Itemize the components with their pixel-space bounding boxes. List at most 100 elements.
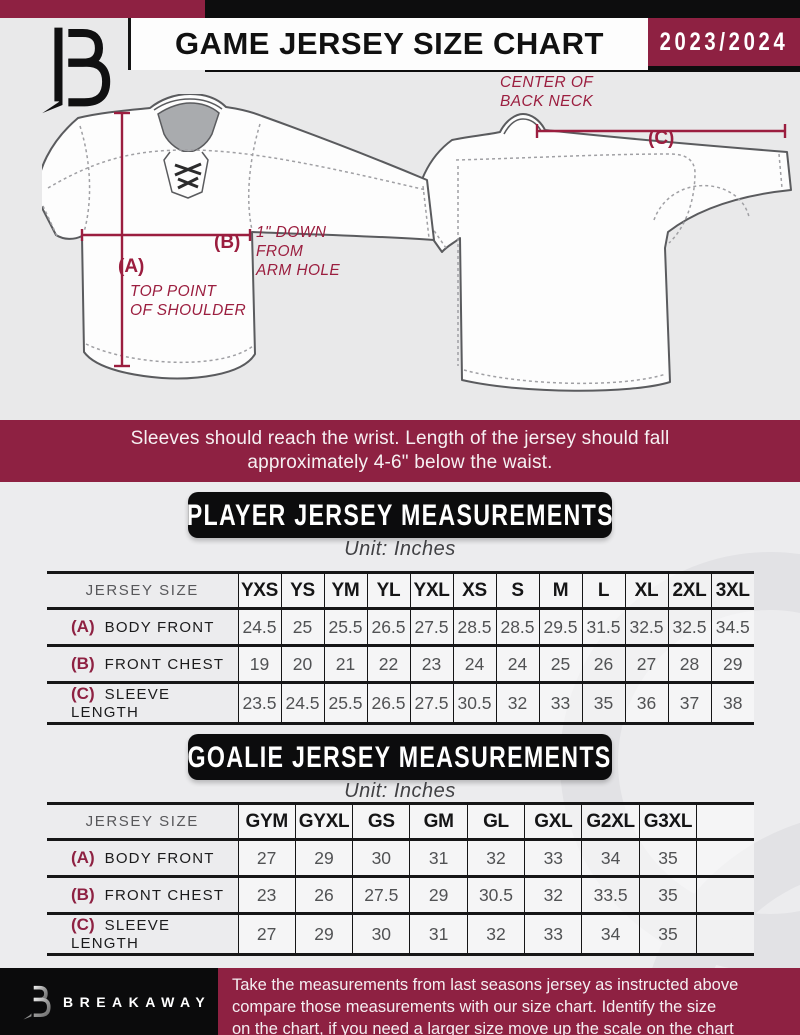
measurement-cell: 34 xyxy=(581,839,640,877)
measurement-cell: 30.5 xyxy=(452,682,496,724)
goalie-section-title: GOALIE JERSEY MEASUREMENTS xyxy=(187,739,613,773)
measurement-cell: 36 xyxy=(624,682,668,724)
size-col-header: GXL xyxy=(524,803,582,840)
footer-brand-name: BREAKAWAY xyxy=(63,993,212,1010)
top-point-shoulder-note: TOP POINT OF SHOULDER xyxy=(130,283,247,319)
measurement-cell: 31.5 xyxy=(581,608,625,646)
measurement-cell: 19 xyxy=(237,645,281,683)
measurement-cell: 29 xyxy=(710,645,754,683)
measurement-cell: 27.5 xyxy=(352,876,410,914)
size-col-header: G3XL xyxy=(638,803,697,840)
arm-hole-note: 1" DOWN FROM ARM HOLE xyxy=(256,224,341,279)
measurement-cell xyxy=(696,876,754,914)
measurement-cell: 20 xyxy=(280,645,324,683)
measurement-cell: 35 xyxy=(581,682,625,724)
measurement-cell: 23 xyxy=(409,645,453,683)
measurement-cell: 35 xyxy=(638,839,697,877)
measurement-cell: 27 xyxy=(237,913,296,955)
measurement-cell: 29 xyxy=(294,839,353,877)
player-section-banner: PLAYER JERSEY MEASUREMENTS xyxy=(186,492,612,538)
measurement-cell: 23 xyxy=(237,876,296,914)
footer-brand-block: BREAKAWAY xyxy=(0,968,218,1035)
header-maroon-strip xyxy=(0,0,205,18)
measurement-cell: 31 xyxy=(409,839,468,877)
measure-line-b xyxy=(80,229,252,241)
measurement-cell: 35 xyxy=(638,876,697,914)
row-key: (C) xyxy=(71,684,95,703)
footer-line-2: compare those measurements with our size… xyxy=(232,997,717,1016)
row-name: SLEEVE LENGTH xyxy=(71,917,171,952)
row-key: (B) xyxy=(71,654,95,673)
measurement-cell: 22 xyxy=(366,645,410,683)
row-label: (C) SLEEVE LENGTH xyxy=(47,914,238,955)
size-col-header: YXS xyxy=(237,572,281,609)
size-col-header: G2XL xyxy=(581,803,640,840)
measurement-cell: 25 xyxy=(280,608,324,646)
measure-line-c xyxy=(535,124,787,138)
measurement-cell: 30.5 xyxy=(466,876,525,914)
measurement-cell: 32 xyxy=(495,682,539,724)
measurement-row: (B) FRONT CHEST 23 26 27.5 29 30.5 32 33.5 35 xyxy=(47,876,754,914)
fit-notice-banner: Sleeves should reach the wrist. Length o… xyxy=(0,420,800,482)
row-name: BODY FRONT xyxy=(104,619,215,636)
measurement-row: (A) BODY FRONT 24.5 25 25.5 26.5 27.5 28.5 28.5 2… xyxy=(47,608,754,646)
row-key: (A) xyxy=(71,617,95,636)
measurement-cell: 28 xyxy=(667,645,711,683)
measurement-cell: 29.5 xyxy=(538,608,582,646)
footer-instructions: Take the measurements from last seasons … xyxy=(218,968,800,1035)
measurement-row: (B) FRONT CHEST 19 20 21 22 23 24 24 25 26 27 28 29 xyxy=(47,645,754,683)
breakaway-logo-icon xyxy=(42,27,111,114)
measurement-cell: 21 xyxy=(323,645,367,683)
size-col-header: L xyxy=(581,572,625,609)
row-name: SLEEVE LENGTH xyxy=(71,686,171,721)
measurement-cell xyxy=(696,913,754,955)
size-col-header: GYM xyxy=(237,803,296,840)
measurement-cell: 28.5 xyxy=(452,608,496,646)
measurement-cell: 25.5 xyxy=(323,608,367,646)
measurement-cell: 29 xyxy=(294,913,353,955)
footer-line-1: Take the measurements from last seasons … xyxy=(232,976,739,994)
goalie-unit-label: Unit: Inches xyxy=(344,780,456,802)
page-title-box: GAME JERSEY SIZE CHART xyxy=(128,18,648,70)
measurement-row: (C) SLEEVE LENGTH 27 29 30 31 32 33 34 35 xyxy=(47,913,754,955)
measurement-cell: 24.5 xyxy=(237,608,281,646)
goalie-section-banner: GOALIE JERSEY MEASUREMENTS xyxy=(188,734,612,780)
measurement-cell: 32.5 xyxy=(624,608,668,646)
measurement-cell: 27 xyxy=(624,645,668,683)
measurement-cell: 26 xyxy=(294,876,353,914)
row-label: (C) SLEEVE LENGTH xyxy=(47,683,238,724)
page-title: GAME JERSEY SIZE CHART xyxy=(174,26,604,61)
size-col-header: YS xyxy=(280,572,324,609)
notice-line-1: Sleeves should reach the wrist. Length o… xyxy=(130,428,670,449)
row-label: (A) BODY FRONT xyxy=(47,840,238,877)
measurement-cell: 33.5 xyxy=(581,876,640,914)
measurement-cell: 26.5 xyxy=(366,682,410,724)
table-header-row: JERSEY SIZE YXS YS YM YL YXL XS S M L XL 2XL 3XL xyxy=(47,572,754,609)
size-col-header: XS xyxy=(452,572,496,609)
measurement-cell: 38 xyxy=(710,682,754,724)
measurement-cell: 31 xyxy=(409,913,468,955)
player-unit-label: Unit: Inches xyxy=(344,538,456,560)
row-label: (B) FRONT CHEST xyxy=(47,877,238,914)
size-col-header xyxy=(696,803,754,840)
size-col-header: GM xyxy=(409,803,468,840)
size-col-header: 3XL xyxy=(710,572,754,609)
measurement-cell: 23.5 xyxy=(237,682,281,724)
measurement-cell: 37 xyxy=(667,682,711,724)
measurement-cell: 24.5 xyxy=(280,682,324,724)
measurement-cell: 27.5 xyxy=(409,682,453,724)
measure-a-label: (A) xyxy=(118,256,145,277)
table-header-row: JERSEY SIZE GYM GYXL GS GM GL GXL G2XL G3XL xyxy=(47,803,754,840)
measurement-cell: 32 xyxy=(466,913,525,955)
measurement-cell: 27.5 xyxy=(409,608,453,646)
size-col-header: YM xyxy=(323,572,367,609)
measure-line-a xyxy=(114,111,130,368)
measurement-cell: 26 xyxy=(581,645,625,683)
goalie-size-table: JERSEY SIZE GYM GYXL GS GM GL GXL G2XL G3XL (A) BO… xyxy=(47,802,754,956)
measurement-row: (C) SLEEVE LENGTH 23.5 24.5 25.5 26.5 27.5 30.5… xyxy=(47,682,754,724)
measurement-cell: 34 xyxy=(581,913,640,955)
size-col-header: 2XL xyxy=(667,572,711,609)
jersey-back-diagram xyxy=(415,113,792,392)
row-name: FRONT CHEST xyxy=(104,656,225,673)
